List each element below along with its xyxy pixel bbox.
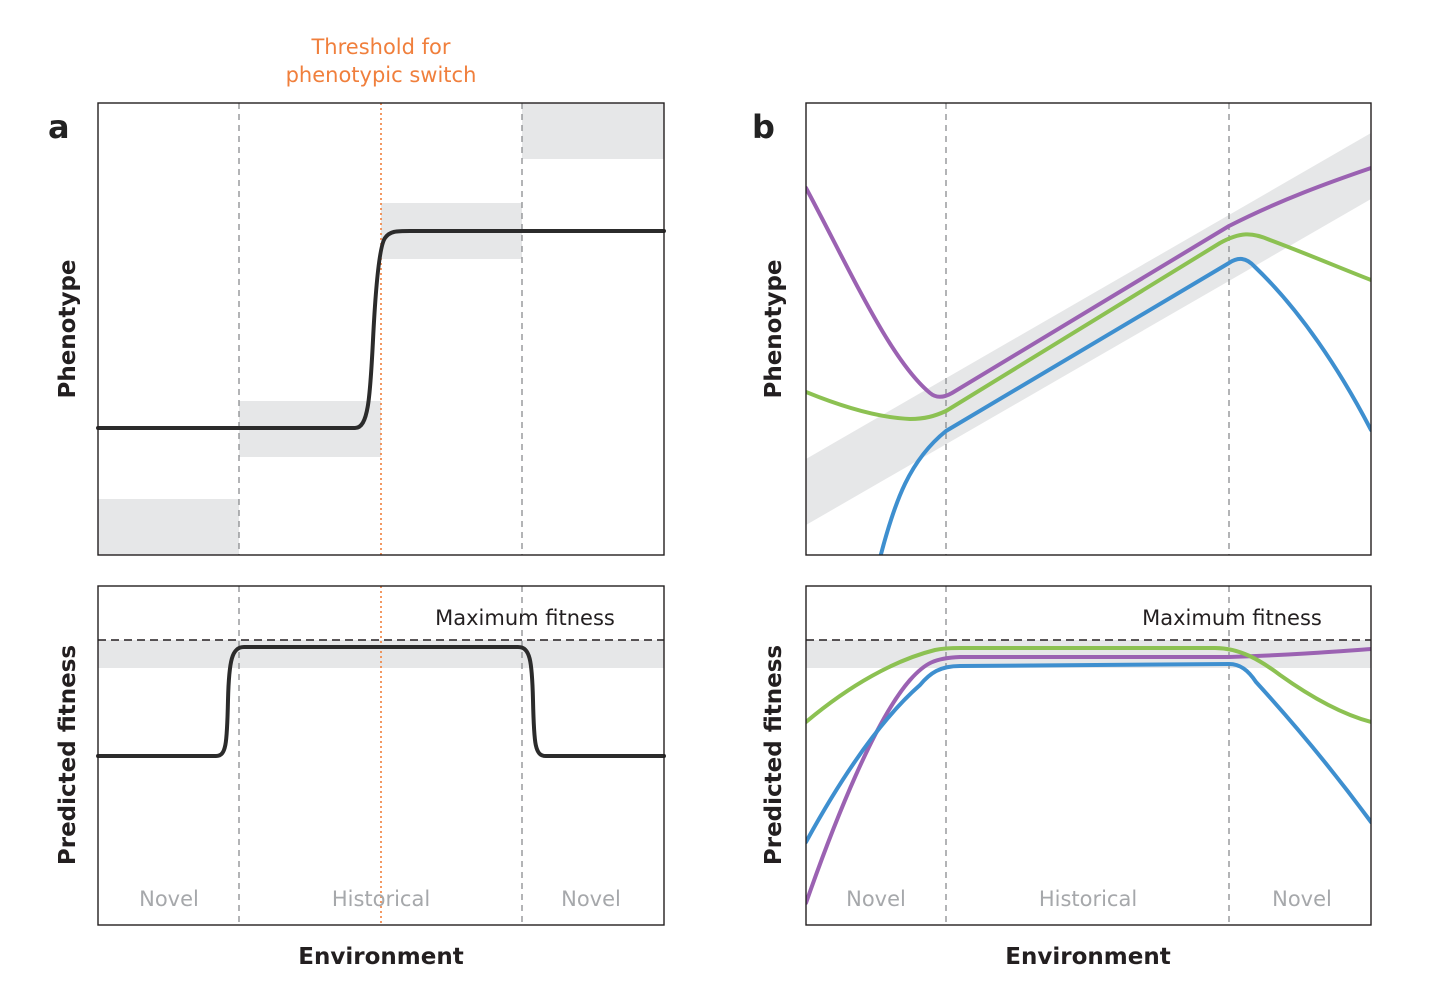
fitness-curve-b-green bbox=[806, 646, 1371, 724]
xlabel-b: Environment bbox=[1005, 944, 1170, 970]
frame-b-bottom bbox=[805, 585, 1372, 926]
panel-a-phenotype-plot: Phenotype bbox=[55, 102, 666, 556]
max-fitness-label-b: Maximum fitness bbox=[1142, 606, 1322, 630]
max-fitness-label-a: Maximum fitness bbox=[435, 606, 615, 630]
phenotype-curve-a bbox=[96, 229, 666, 430]
band-b-diagonal bbox=[806, 133, 1371, 525]
region-b-novel-left: Novel bbox=[846, 887, 906, 911]
panel-a: a Phenotype Maximum fitness Predicted bbox=[48, 102, 666, 970]
ylabel-b-fitness: Predicted fitness bbox=[761, 645, 787, 865]
threshold-label-line2: phenotypic switch bbox=[286, 63, 477, 87]
ylabel-b-phenotype: Phenotype bbox=[761, 259, 787, 398]
band-a-maxfitness bbox=[98, 640, 664, 668]
region-b-historical: Historical bbox=[1039, 887, 1137, 911]
phenotype-curve-b-blue bbox=[878, 256, 1371, 555]
region-a-novel-right: Novel bbox=[561, 887, 621, 911]
ylabel-a-phenotype: Phenotype bbox=[55, 259, 81, 398]
region-b-novel-right: Novel bbox=[1272, 887, 1332, 911]
frame-a-top bbox=[97, 102, 665, 556]
band-a-novel-right bbox=[522, 103, 664, 159]
panel-a-fitness-plot: Maximum fitness Predicted fitness Novel … bbox=[55, 585, 666, 926]
phenotype-curve-b-green bbox=[806, 232, 1371, 421]
frame-a-bottom bbox=[97, 585, 665, 926]
panel-b: b Phenotype bbox=[752, 102, 1372, 970]
ylabel-a-fitness: Predicted fitness bbox=[55, 645, 81, 865]
threshold-label-line1: Threshold for bbox=[310, 35, 450, 59]
region-a-historical: Historical bbox=[332, 887, 430, 911]
panel-b-phenotype-plot: Phenotype bbox=[761, 102, 1372, 556]
frame-b-top bbox=[805, 102, 1372, 556]
panel-b-fitness-plot: Maximum fitness Predicted fitness Novel … bbox=[761, 585, 1372, 926]
band-a-novel-left bbox=[98, 499, 239, 555]
fitness-curve-b-purple bbox=[806, 647, 1371, 905]
panel-b-letter: b bbox=[752, 108, 775, 146]
fitness-curve-b-blue bbox=[806, 662, 1371, 844]
region-a-novel-left: Novel bbox=[139, 887, 199, 911]
panel-a-letter: a bbox=[48, 108, 70, 146]
xlabel-a: Environment bbox=[298, 944, 463, 970]
phenotype-curve-b-purple bbox=[806, 166, 1371, 399]
fitness-curve-a bbox=[96, 645, 666, 758]
